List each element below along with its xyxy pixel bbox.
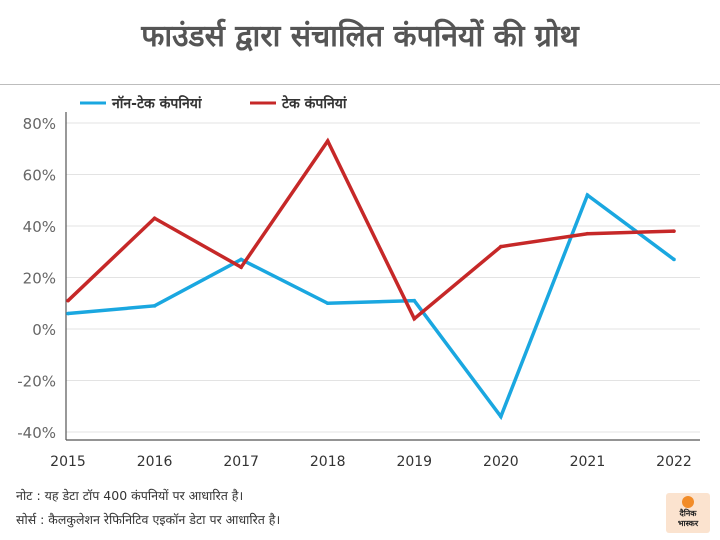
- x-tick-label: 2017: [223, 454, 259, 470]
- data-point: [412, 298, 417, 303]
- chart-title: फाउंडर्स द्वारा संचालित कंपनियों की ग्रो…: [141, 19, 579, 54]
- y-tick-label: 0%: [32, 321, 56, 339]
- title-divider: [0, 84, 720, 85]
- data-point: [499, 414, 503, 419]
- data-point: [66, 298, 70, 303]
- data-point: [499, 244, 503, 249]
- x-tick-label: 2019: [396, 454, 432, 470]
- legend-label: नॉन-टेक कंपनियां: [111, 95, 203, 112]
- y-tick-label: 40%: [23, 218, 56, 236]
- legend: नॉन-टेक कंपनियां टेक कंपनियां: [80, 95, 348, 112]
- data-point: [412, 316, 417, 321]
- grid-lines: [66, 122, 700, 433]
- footnote-note: नोट : यह डेटा टॉप 400 कंपनियों पर आधारित…: [16, 488, 244, 503]
- x-tick-label: 2016: [137, 454, 173, 470]
- logo-line-1: दैनिक: [679, 509, 697, 518]
- y-tick-label: 80%: [23, 115, 56, 133]
- x-tick-label: 2021: [570, 454, 606, 470]
- y-axis-ticks: 80% 60% 40% 20% 0% -20% -40%: [17, 115, 56, 442]
- logo-text: दैनिक भास्कर: [666, 509, 710, 529]
- data-point: [672, 229, 676, 233]
- data-point: [585, 231, 590, 236]
- sun-icon: [682, 496, 694, 508]
- footnote-source: सोर्स : कैलकुलेशन रेफिनिटिव एइकॉन डेटा प…: [16, 512, 281, 527]
- data-point: [672, 257, 676, 262]
- data-point: [585, 193, 590, 197]
- data-point: [66, 311, 70, 316]
- series-line: [67, 192, 676, 421]
- x-tick-label: 2015: [50, 454, 86, 470]
- data-point: [152, 216, 157, 221]
- logo-line-2: भास्कर: [677, 519, 699, 528]
- data-point: [152, 304, 157, 308]
- x-tick-label: 2020: [483, 454, 519, 470]
- x-tick-label: 2018: [310, 454, 346, 470]
- y-tick-label: -20%: [17, 373, 56, 391]
- series-lines: [66, 137, 676, 421]
- y-tick-label: -40%: [17, 424, 56, 442]
- y-tick-label: 60%: [23, 167, 56, 185]
- y-tick-label: 20%: [23, 270, 56, 288]
- data-point: [325, 139, 330, 143]
- data-point: [239, 265, 243, 270]
- data-point: [325, 301, 330, 306]
- legend-label: टेक कंपनियां: [281, 95, 348, 112]
- series-line: [66, 137, 675, 322]
- brand-logo: दैनिक भास्कर: [666, 493, 710, 533]
- x-tick-label: 2022: [656, 454, 692, 470]
- x-axis-ticks: 2015 2016 2017 2018 2019 2020 2021 2022: [50, 454, 692, 470]
- data-point: [239, 257, 243, 262]
